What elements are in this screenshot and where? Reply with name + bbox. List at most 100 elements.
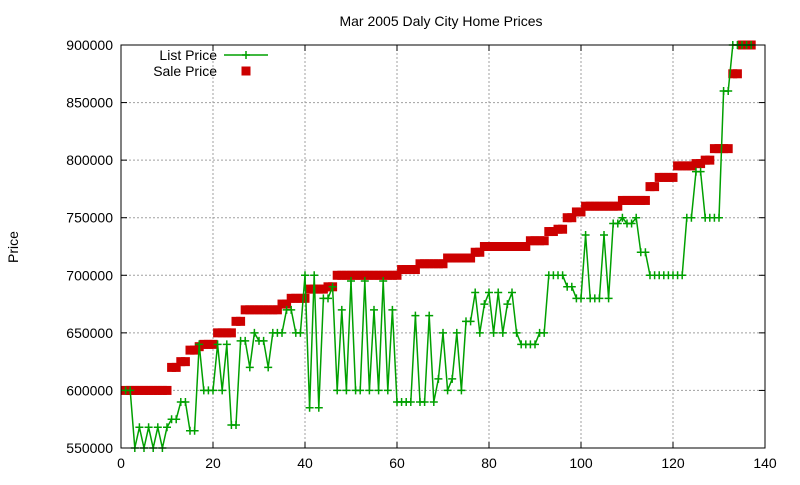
plot-frame (120, 44, 766, 449)
sale-price-point (562, 213, 572, 223)
list-price-point (457, 386, 466, 395)
sale-price-point (323, 282, 333, 292)
sale-price-point (576, 207, 586, 217)
list-price-point (278, 328, 286, 337)
list-price-point (310, 271, 319, 280)
sale-price-point (696, 159, 706, 169)
list-price-point (328, 282, 337, 291)
sale-price-point (134, 385, 144, 395)
list-price-point (600, 230, 608, 239)
sale-price-point (162, 385, 172, 395)
sale-price-point (401, 265, 411, 275)
sale-price-point (355, 270, 365, 280)
sale-price-point (447, 253, 457, 263)
sale-price-point (613, 201, 623, 211)
list-price-point (190, 426, 199, 435)
sale-price-point (585, 201, 595, 211)
list-price-point (641, 248, 650, 257)
sale-price-point (272, 305, 282, 315)
sale-price-point (406, 265, 416, 275)
sale-price-point (521, 242, 531, 251)
sale-price-point (240, 305, 250, 315)
sale-price-point (433, 259, 443, 269)
list-price-point (687, 213, 696, 222)
sale-price-point (424, 259, 434, 269)
list-price-point (374, 386, 383, 395)
list-price-point (581, 230, 590, 239)
x-tick-label: 40 (297, 455, 313, 471)
sale-price-point (443, 253, 453, 263)
legend-marker-list-price (242, 51, 250, 59)
sale-price-series (121, 40, 756, 395)
sale-price-point (654, 172, 664, 182)
list-price-point (724, 87, 733, 96)
sale-price-point (337, 270, 347, 280)
sale-price-point (157, 385, 167, 395)
sale-price-point (231, 316, 241, 326)
list-price-point (567, 282, 576, 291)
sale-price-point (374, 270, 384, 280)
y-tick-label: 800000 (66, 152, 113, 168)
sale-price-point (415, 259, 425, 269)
list-price-point (181, 397, 190, 406)
sale-price-point (512, 242, 522, 251)
chart-title: Mar 2005 Daly City Home Prices (339, 13, 542, 29)
sale-price-point (594, 201, 604, 211)
sale-price-point (130, 385, 140, 395)
x-tick-label: 140 (753, 455, 777, 471)
sale-price-point (318, 284, 328, 294)
sale-price-point (502, 242, 512, 251)
sale-price-point (723, 144, 733, 154)
sale-price-point (213, 328, 223, 338)
list-price-point (388, 305, 397, 314)
sale-price-point (719, 144, 729, 154)
sale-price-point (378, 270, 388, 280)
list-price-point (618, 213, 627, 222)
sale-price-point (617, 195, 627, 205)
list-price-point (135, 423, 144, 432)
list-price-point (370, 305, 378, 314)
sale-price-point (180, 357, 190, 367)
list-price-series (121, 41, 756, 452)
list-price-point (232, 420, 240, 429)
list-price-point (153, 423, 162, 432)
sale-price-point (636, 195, 646, 205)
sale-price-point (498, 242, 508, 251)
list-price-point (383, 386, 392, 395)
list-price-point (172, 415, 181, 424)
sale-price-point (470, 247, 480, 257)
y-tick-label: 550000 (66, 440, 113, 456)
sale-price-point (539, 236, 549, 246)
list-price-point (466, 317, 475, 326)
y-tick-label: 750000 (66, 210, 113, 226)
list-price-point (627, 219, 636, 228)
list-price-point (595, 294, 604, 303)
sale-price-point (249, 305, 259, 315)
list-price-point (337, 305, 346, 314)
sale-price-point (282, 299, 292, 309)
sale-price-point (622, 195, 632, 205)
sale-price-point (604, 201, 614, 211)
list-price-point (480, 300, 489, 309)
x-tick-label: 100 (569, 455, 593, 471)
list-price-point (429, 397, 438, 406)
list-price-point (696, 167, 705, 176)
sale-price-point (438, 259, 448, 269)
list-price-point (411, 311, 420, 320)
list-price-point (489, 328, 498, 337)
list-price-point (163, 423, 171, 432)
sale-price-point (645, 182, 655, 192)
sale-price-point (553, 224, 563, 234)
sale-price-point (410, 265, 420, 275)
list-price-point (613, 219, 622, 228)
sale-price-point (420, 259, 430, 269)
list-price-point (333, 386, 342, 395)
list-price-point (245, 363, 254, 372)
list-price-point (209, 386, 217, 395)
sale-price-point (236, 316, 246, 326)
list-price-point (531, 340, 539, 349)
list-price-point (379, 277, 388, 286)
list-price-point (678, 271, 687, 280)
sale-price-point (650, 182, 660, 192)
y-tick-label: 900000 (66, 37, 113, 53)
